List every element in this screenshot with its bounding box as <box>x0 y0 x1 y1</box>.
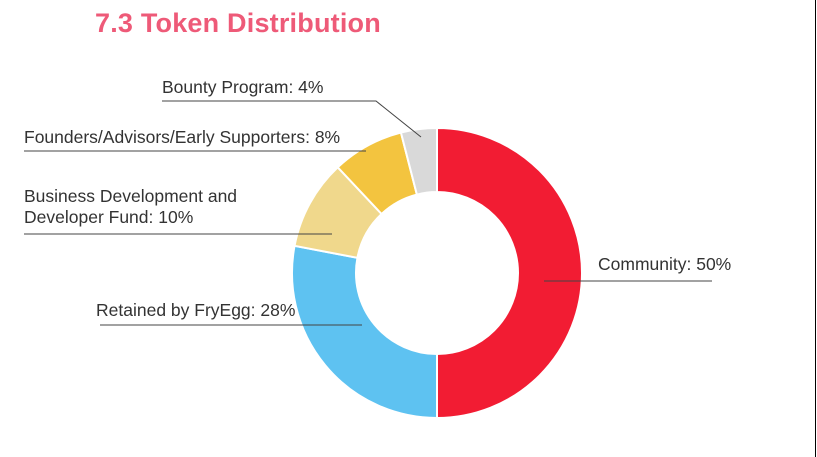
slice-labels: Community: 50% Retained by FryEgg: 28% Bus… <box>24 77 731 320</box>
label-line: Bounty Program: 4% <box>162 77 323 97</box>
label-line: Community: 50% <box>598 254 731 274</box>
label-founders-advisors-early-supporters: Founders/Advisors/Early Supporters: 8% <box>24 127 340 147</box>
label-line: Business Development and <box>24 186 237 206</box>
label-retained-by-fryegg: Retained by FryEgg: 28% <box>96 300 295 320</box>
page-edge-divider <box>815 0 816 457</box>
leader-line-bounty-program <box>162 100 422 138</box>
leader-lines <box>24 100 712 326</box>
label-bounty-program: Bounty Program: 4% <box>162 77 323 97</box>
slice-retained-by-fryegg <box>291 244 438 420</box>
slice-community <box>436 126 583 420</box>
label-line: Developer Fund: 10% <box>24 207 193 227</box>
donut-slices <box>291 126 583 420</box>
label-line: Founders/Advisors/Early Supporters: 8% <box>24 127 340 147</box>
label-business-development-and-developer-fund: Business Development and Developer Fund: … <box>24 186 237 227</box>
page-title: 7.3 Token Distribution <box>95 8 381 38</box>
label-line: Retained by FryEgg: 28% <box>96 300 295 320</box>
label-community: Community: 50% <box>598 254 731 274</box>
